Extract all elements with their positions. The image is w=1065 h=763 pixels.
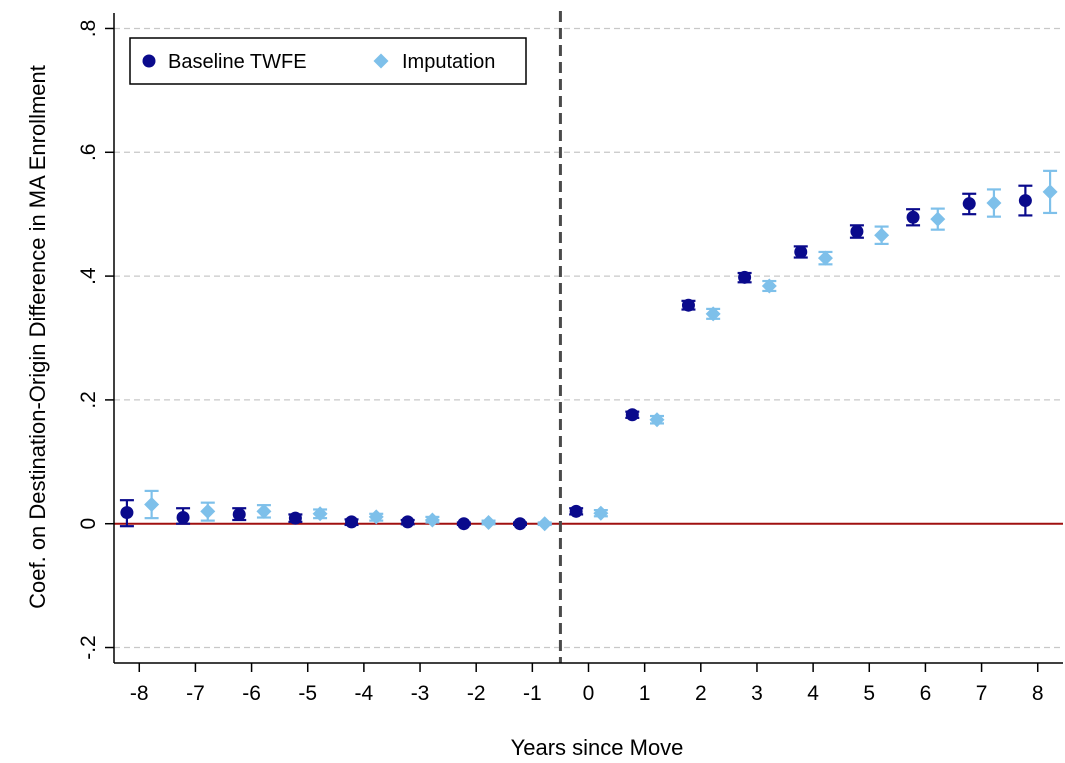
series-imputation: [144, 169, 1058, 532]
data-point: [312, 506, 328, 522]
data-point: [962, 197, 976, 211]
series-layer: [119, 169, 1058, 532]
data-point: [232, 507, 246, 521]
y-tick-label: -.2: [77, 635, 100, 660]
x-tick-label: 2: [695, 682, 707, 705]
data-point: [1018, 194, 1032, 208]
x-tick-label: 5: [863, 682, 875, 705]
data-point: [761, 278, 777, 294]
data-point: [681, 298, 695, 312]
data-point: [930, 211, 946, 227]
x-tick-label: 7: [976, 682, 988, 705]
data-point: [593, 505, 609, 521]
data-point: [537, 516, 553, 532]
legend-label-imputation: Imputation: [402, 51, 495, 73]
x-tick-label: 1: [639, 682, 651, 705]
x-axis-title: Years since Move: [511, 735, 684, 760]
gridlines: [114, 27, 1063, 649]
data-point: [625, 408, 639, 422]
y-tick-label: 0: [77, 518, 100, 530]
x-tick-label: -5: [298, 682, 317, 705]
y-tick-label: .8: [77, 20, 100, 38]
data-point: [513, 517, 527, 531]
y-axis-title: Coef. on Destination-Origin Difference i…: [25, 65, 50, 609]
data-point: [345, 515, 359, 529]
legend-items: Baseline TWFE Imputation: [142, 51, 495, 73]
x-tick-label: -4: [355, 682, 374, 705]
legend-box: [129, 37, 527, 85]
data-point: [986, 195, 1002, 211]
data-point: [120, 506, 134, 520]
x-tick-label: 4: [807, 682, 819, 705]
data-point: [457, 517, 471, 531]
x-tick-label: -8: [130, 682, 149, 705]
legend-marker-baseline: [142, 54, 156, 68]
data-point: [794, 245, 808, 259]
legend: Baseline TWFE Imputation: [129, 37, 527, 85]
x-tick-label: -1: [523, 682, 542, 705]
data-point: [424, 512, 440, 528]
data-point: [176, 511, 190, 525]
data-point: [874, 227, 890, 243]
legend-marker-imputation: [373, 53, 389, 69]
data-point: [401, 515, 415, 529]
x-tick-label: 3: [751, 682, 763, 705]
x-tick-label: 6: [920, 682, 932, 705]
y-tick-label: .4: [77, 267, 100, 285]
data-point: [200, 503, 216, 519]
x-tick-label: -6: [242, 682, 261, 705]
x-tick-label: -7: [186, 682, 205, 705]
data-point: [817, 250, 833, 266]
x-tick-label: -2: [467, 682, 486, 705]
data-point: [144, 497, 160, 513]
y-tick-label: .6: [77, 144, 100, 162]
y-tick-label: .2: [77, 391, 100, 409]
data-point: [705, 306, 721, 322]
data-point: [569, 504, 583, 518]
data-point: [368, 509, 384, 525]
data-point: [850, 225, 864, 239]
data-point: [738, 270, 752, 284]
data-point: [649, 412, 665, 428]
x-tick-label: -3: [411, 682, 430, 705]
legend-label-baseline: Baseline TWFE: [168, 51, 307, 73]
data-point: [288, 511, 302, 525]
data-point: [481, 514, 497, 530]
data-point: [1042, 184, 1058, 200]
x-tick-label: 8: [1032, 682, 1044, 705]
axes: -.2 0 .2 .4 .6 .8 -8 -7 -6 -5 -4 -3 -2 -1 0 1 2 3 4 5 6 7 8: [77, 13, 1063, 705]
data-point: [256, 503, 272, 519]
reference-lines: [114, 11, 1063, 663]
series-baseline-twfe: [119, 184, 1033, 531]
data-point: [906, 210, 920, 224]
x-tick-label: 0: [583, 682, 595, 705]
